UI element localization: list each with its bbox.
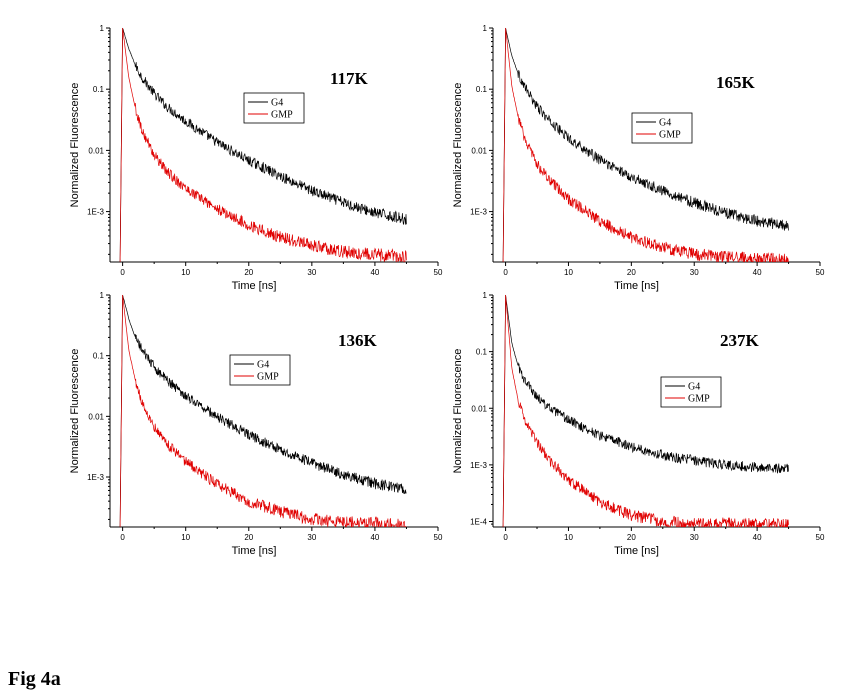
y-tick-label: 0.01 [471, 146, 487, 155]
chart-panel-3: 0 10 20 30 40 50 1 0.1 0.01 1E-3 Time [ns] Normaliz… [69, 291, 443, 557]
x-tick-label: 40 [370, 268, 379, 277]
x-axis-label: Time [ns] [614, 280, 659, 292]
y-tick-label: 1 [483, 291, 488, 300]
x-tick-label: 20 [627, 533, 636, 542]
temperature-label: 117K [330, 69, 369, 88]
y-tick-label: 1E-3 [87, 473, 104, 482]
y-axis-label: Normalized Fluorescence [69, 349, 81, 474]
x-tick-label: 0 [503, 533, 508, 542]
x-tick-label: 0 [120, 533, 125, 542]
series-line-gmp [502, 295, 789, 527]
x-tick-label: 40 [370, 533, 379, 542]
y-axis-label: Normalized Fluorescence [452, 83, 464, 208]
y-tick-label: 1E-3 [87, 208, 104, 217]
temperature-label: 237K [720, 331, 760, 350]
x-tick-label: 50 [434, 533, 443, 542]
temperature-label: 165K [716, 73, 756, 92]
y-tick-label: 1E-3 [470, 208, 487, 217]
x-tick-label: 10 [181, 533, 190, 542]
x-tick-label: 10 [564, 268, 573, 277]
y-tick-label: 0.1 [476, 85, 488, 94]
chart-panel-2: 0 10 20 30 40 50 1 0.1 0.01 1E-3 Time [ns] Normaliz… [452, 24, 825, 292]
chart-panel-1: 0 10 20 30 40 50 1 0.1 0.01 1E-3 Time [ns] Normaliz… [69, 24, 443, 292]
y-tick-label: 1 [483, 24, 488, 33]
x-axis-label: Time [ns] [232, 545, 277, 557]
y-tick-label: 1E-3 [470, 461, 487, 470]
y-tick-label: 1 [100, 24, 105, 33]
series-line-g4 [502, 295, 789, 527]
legend-label-g4: G4 [688, 382, 700, 393]
legend-label-gmp: GMP [659, 130, 681, 141]
x-tick-label: 30 [690, 533, 699, 542]
x-tick-label: 10 [181, 268, 190, 277]
legend-label-g4: G4 [659, 118, 671, 129]
temperature-label: 136K [338, 331, 378, 350]
x-tick-label: 20 [244, 268, 253, 277]
y-tick-label: 1E-4 [470, 518, 487, 527]
legend-box [660, 376, 722, 408]
y-tick-label: 1 [100, 291, 105, 300]
x-tick-label: 40 [753, 268, 762, 277]
series-line-g4 [119, 28, 407, 262]
y-tick-label: 0.1 [93, 352, 105, 361]
x-tick-label: 50 [816, 533, 825, 542]
series-line-gmp [119, 28, 407, 262]
legend-label-g4: G4 [271, 98, 283, 109]
x-tick-label: 20 [627, 268, 636, 277]
x-tick-label: 30 [307, 533, 316, 542]
x-axis-label: Time [ns] [614, 545, 659, 557]
x-tick-label: 0 [503, 268, 508, 277]
y-tick-label: 0.01 [88, 146, 104, 155]
series-line-gmp [119, 295, 407, 527]
legend-box [229, 354, 291, 386]
legend-label-gmp: GMP [257, 372, 279, 383]
legend-box [631, 112, 693, 144]
x-tick-label: 10 [564, 533, 573, 542]
series-line-g4 [502, 28, 789, 262]
legend-label-gmp: GMP [688, 394, 710, 405]
legend-box [243, 92, 305, 124]
x-tick-label: 40 [753, 533, 762, 542]
y-tick-label: 0.01 [471, 404, 487, 413]
x-tick-label: 0 [120, 268, 125, 277]
y-axis-label: Normalized Fluorescence [69, 83, 81, 208]
figure-caption: Fig 4a [8, 668, 61, 690]
y-tick-label: 0.1 [476, 348, 488, 357]
x-tick-label: 30 [307, 268, 316, 277]
y-axis-label: Normalized Fluorescence [452, 349, 464, 474]
chart-panel-4: 0 10 20 30 40 50 1 0.1 0.01 1E-3 1E-4 Time [ns] Norm… [452, 291, 825, 557]
x-tick-label: 50 [816, 268, 825, 277]
x-tick-label: 30 [690, 268, 699, 277]
x-axis-label: Time [ns] [232, 280, 277, 292]
x-tick-label: 50 [434, 268, 443, 277]
legend-label-g4: G4 [257, 360, 269, 371]
y-tick-label: 0.1 [93, 85, 105, 94]
x-tick-label: 20 [244, 533, 253, 542]
series-line-g4 [119, 295, 407, 527]
series-line-gmp [502, 28, 789, 262]
legend-label-gmp: GMP [271, 110, 293, 121]
y-tick-label: 0.01 [88, 412, 104, 421]
